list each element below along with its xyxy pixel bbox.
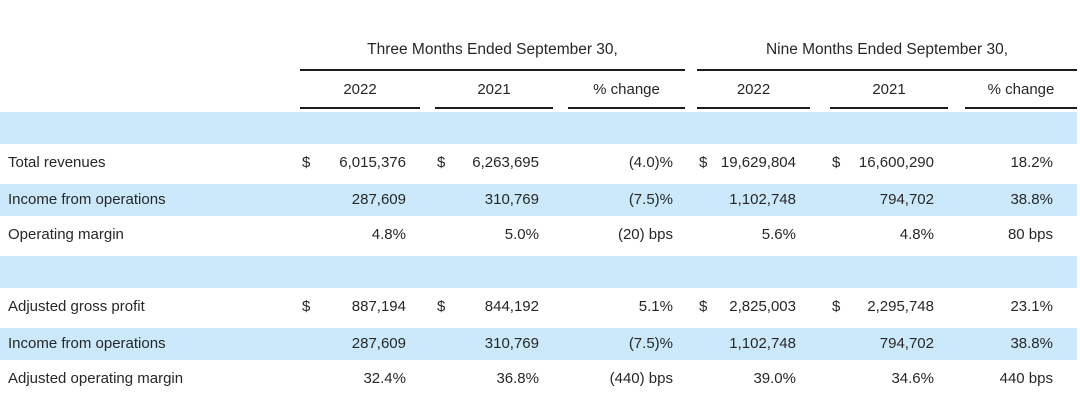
table-row-adjusted-operating-margin: Adjusted operating margin 32.4% 36.8% (4… bbox=[0, 361, 1077, 397]
cell-value: $ 6,015,376 bbox=[300, 154, 420, 172]
cell-value: 794,702 bbox=[830, 335, 948, 353]
column-header-nine-months-2022: 2022 bbox=[697, 71, 810, 109]
cell-value: $ 887,194 bbox=[300, 298, 420, 316]
column-header-three-months-2021: 2021 bbox=[435, 71, 553, 109]
cell-amount: 2,295,748 bbox=[867, 298, 934, 315]
cell-value: 310,769 bbox=[435, 335, 553, 353]
cell-pct-change: (7.5)% bbox=[628, 191, 673, 208]
cell-pct-change: 18.2% bbox=[1010, 154, 1053, 171]
table-row-operating-margin: Operating margin 4.8% 5.0% (20) bps 5.6%… bbox=[0, 217, 1077, 253]
row-label: Income from operations bbox=[8, 335, 166, 352]
cell-value: $ 16,600,290 bbox=[830, 154, 948, 172]
table-row-spacer bbox=[0, 253, 1077, 289]
cell-value: 34.6% bbox=[830, 370, 948, 388]
cell-value: 1,102,748 bbox=[697, 191, 810, 209]
column-header-three-months-2022: 2022 bbox=[300, 71, 420, 109]
row-label: Total revenues bbox=[8, 154, 106, 171]
cell-pct-change: 23.1% bbox=[1010, 298, 1053, 315]
cell-amount: 19,629,804 bbox=[720, 154, 796, 171]
cell-amount: 6,015,376 bbox=[339, 154, 406, 171]
cell-amount: 36.8% bbox=[496, 370, 539, 387]
cell-amount: 39.0% bbox=[753, 370, 796, 387]
cell-amount: 5.0% bbox=[504, 226, 539, 243]
cell-pct-change: (7.5)% bbox=[628, 335, 673, 352]
cell-value: 5.6% bbox=[697, 226, 810, 244]
cell-value: 36.8% bbox=[435, 370, 553, 388]
cell-value: 287,609 bbox=[300, 191, 420, 209]
cell-value: 5.0% bbox=[435, 226, 553, 244]
dollar-sign: $ bbox=[437, 298, 446, 315]
cell-amount: 4.8% bbox=[371, 226, 406, 243]
cell-pct-change: 5.1% bbox=[638, 298, 673, 315]
cell-amount: 5.6% bbox=[761, 226, 796, 243]
column-header-nine-months-2021: 2021 bbox=[830, 71, 948, 109]
cell-amount: 1,102,748 bbox=[729, 335, 796, 352]
cell-amount: 310,769 bbox=[484, 335, 539, 352]
cell-amount: 310,769 bbox=[484, 191, 539, 208]
cell-amount: 794,702 bbox=[879, 335, 934, 352]
cell-value: 794,702 bbox=[830, 191, 948, 209]
cell-value: 287,609 bbox=[300, 335, 420, 353]
cell-value: $ 6,263,695 bbox=[435, 154, 553, 172]
cell-pct-change: 38.8% bbox=[1010, 335, 1053, 352]
cell-value: 32.4% bbox=[300, 370, 420, 388]
period-header-nine-months: Nine Months Ended September 30, bbox=[697, 40, 1077, 71]
row-label: Adjusted gross profit bbox=[8, 298, 145, 315]
cell-bps-change: 80 bps bbox=[1007, 226, 1053, 243]
cell-value: 1,102,748 bbox=[697, 335, 810, 353]
cell-value: $ 19,629,804 bbox=[697, 154, 810, 172]
dollar-sign: $ bbox=[832, 298, 841, 315]
dollar-sign: $ bbox=[302, 298, 311, 315]
cell-amount: 1,102,748 bbox=[729, 191, 796, 208]
dollar-sign: $ bbox=[437, 154, 446, 171]
cell-value: $ 2,295,748 bbox=[830, 298, 948, 316]
cell-amount: 2,825,003 bbox=[729, 298, 796, 315]
cell-value: 4.8% bbox=[830, 226, 948, 244]
cell-amount: 16,600,290 bbox=[858, 154, 934, 171]
cell-value: $ 844,192 bbox=[435, 298, 553, 316]
cell-amount: 6,263,695 bbox=[472, 154, 539, 171]
column-header-row: 2022 2021 % change 2022 2021 % change bbox=[0, 71, 1077, 109]
cell-amount: 287,609 bbox=[351, 335, 406, 352]
cell-amount: 34.6% bbox=[891, 370, 934, 387]
cell-pct-change: 38.8% bbox=[1010, 191, 1053, 208]
dollar-sign: $ bbox=[699, 298, 708, 315]
cell-value: $ 2,825,003 bbox=[697, 298, 810, 316]
cell-value: 310,769 bbox=[435, 191, 553, 209]
table-row-total-revenues: Total revenues $ 6,015,376 $ 6,263,695 (… bbox=[0, 145, 1077, 181]
table-row-spacer bbox=[0, 109, 1077, 145]
table-row-income-from-operations: Income from operations 287,609 310,769 (… bbox=[0, 181, 1077, 217]
table-row-adjusted-gross-profit: Adjusted gross profit $ 887,194 $ 844,19… bbox=[0, 289, 1077, 325]
cell-amount: 794,702 bbox=[879, 191, 934, 208]
cell-amount: 32.4% bbox=[363, 370, 406, 387]
dollar-sign: $ bbox=[302, 154, 311, 171]
row-label: Adjusted operating margin bbox=[8, 370, 184, 387]
cell-bps-change: (20) bps bbox=[617, 226, 673, 243]
cell-pct-change: (4.0)% bbox=[628, 154, 673, 171]
cell-amount: 844,192 bbox=[484, 298, 539, 315]
cell-amount: 887,194 bbox=[351, 298, 406, 315]
table-row-income-from-operations: Income from operations 287,609 310,769 (… bbox=[0, 325, 1077, 361]
period-header-three-months: Three Months Ended September 30, bbox=[300, 40, 685, 71]
cell-amount: 287,609 bbox=[351, 191, 406, 208]
dollar-sign: $ bbox=[699, 154, 708, 171]
column-header-nine-months-pct-change: % change bbox=[965, 71, 1077, 109]
cell-value: 39.0% bbox=[697, 370, 810, 388]
period-header-row: Three Months Ended September 30, Nine Mo… bbox=[0, 40, 1077, 71]
cell-value: 4.8% bbox=[300, 226, 420, 244]
row-label: Income from operations bbox=[8, 191, 166, 208]
cell-bps-change: 440 bps bbox=[999, 370, 1053, 387]
dollar-sign: $ bbox=[832, 154, 841, 171]
row-label: Operating margin bbox=[8, 226, 124, 243]
column-header-three-months-pct-change: % change bbox=[568, 71, 685, 109]
cell-bps-change: (440) bps bbox=[609, 370, 673, 387]
cell-amount: 4.8% bbox=[899, 226, 934, 243]
